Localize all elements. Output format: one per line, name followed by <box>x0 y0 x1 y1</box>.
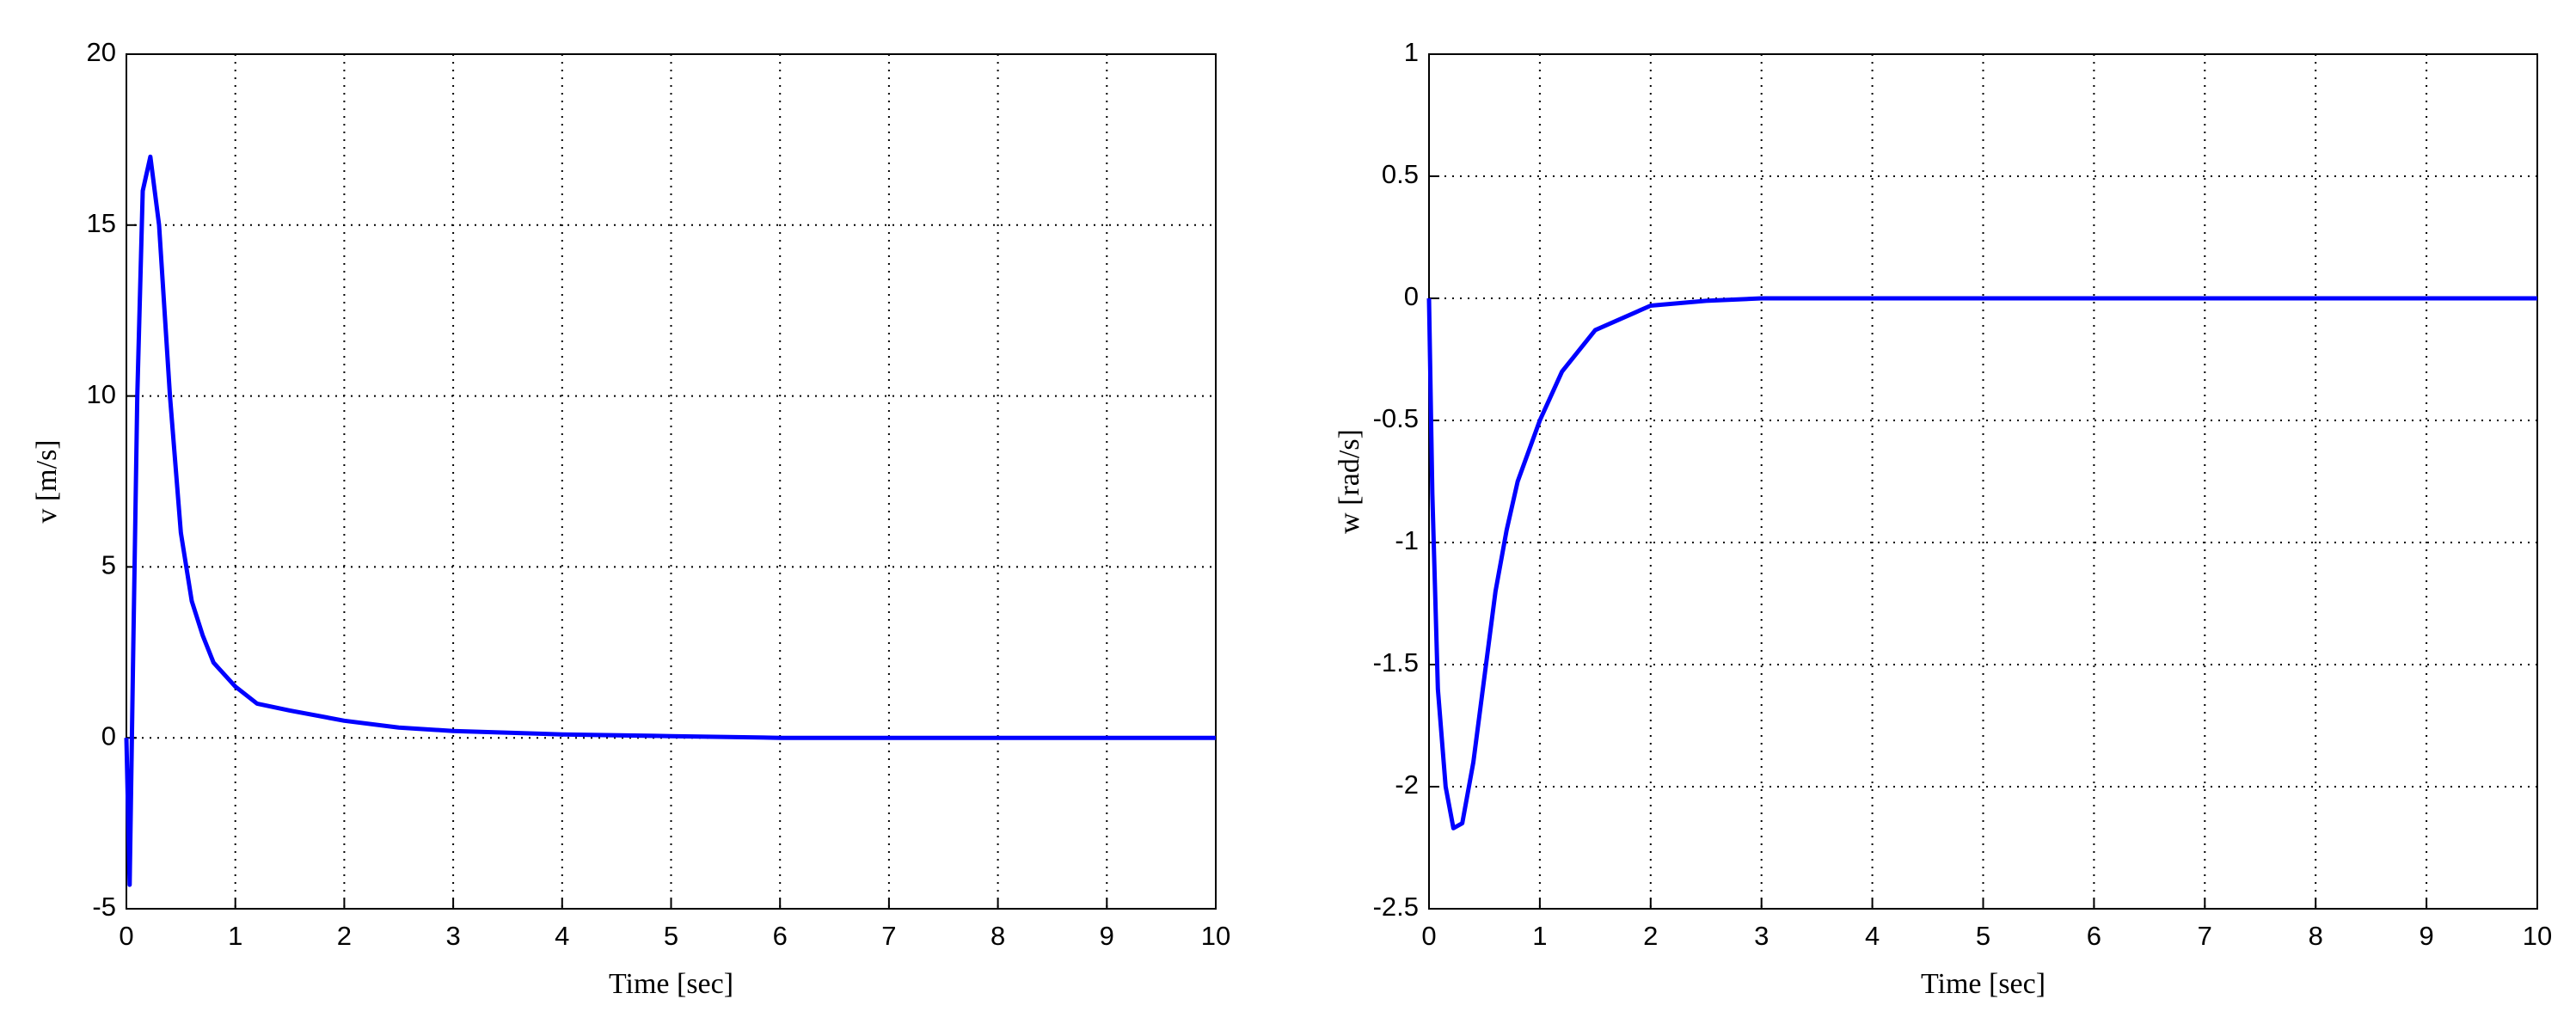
y-tick-label: -5 <box>92 892 116 922</box>
y-tick-label: 5 <box>101 550 116 580</box>
y-tick-label: 1 <box>1404 37 1419 67</box>
y-axis-label: v [m/s] <box>31 439 63 523</box>
y-tick-label: 0 <box>1404 281 1419 311</box>
x-tick-label: 7 <box>881 921 896 951</box>
x-tick-label: 8 <box>2309 921 2323 951</box>
y-axis-label: w [rad/s] <box>1334 429 1365 534</box>
data-line <box>124 154 1216 887</box>
x-tick-label: 2 <box>337 921 352 951</box>
y-tick-label: 20 <box>87 37 116 67</box>
plot-frame <box>1428 53 2538 910</box>
y-tick-label: 15 <box>87 208 116 238</box>
x-tick-label: 1 <box>1532 921 1547 951</box>
x-tick-label: 2 <box>1643 921 1658 951</box>
x-axis-label: Time [sec] <box>609 968 733 1000</box>
y-tick-label: -1.5 <box>1373 647 1419 677</box>
x-axis-label: Time [sec] <box>1921 968 2045 1000</box>
x-tick-label: 4 <box>555 921 569 951</box>
x-tick-label: 5 <box>1976 921 1990 951</box>
x-tick-label: 8 <box>991 921 1005 951</box>
x-tick-label: 6 <box>2087 921 2101 951</box>
x-tick-label: 7 <box>2198 921 2212 951</box>
y-tick-label: 0.5 <box>1382 159 1419 189</box>
x-tick-label: 6 <box>773 921 788 951</box>
x-tick-label: 10 <box>2523 921 2552 951</box>
plot-frame <box>126 53 1217 910</box>
x-tick-label: 1 <box>228 921 242 951</box>
x-tick-label: 9 <box>2419 921 2433 951</box>
y-tick-label: -2 <box>1395 769 1419 800</box>
x-tick-label: 4 <box>1865 921 1880 951</box>
data-line <box>1426 296 2537 831</box>
y-tick-label: -1 <box>1395 525 1419 555</box>
x-tick-label: 9 <box>1100 921 1114 951</box>
x-tick-label: 3 <box>445 921 460 951</box>
y-tick-label: -2.5 <box>1373 892 1419 922</box>
x-tick-label: 3 <box>1754 921 1769 951</box>
y-tick-label: -0.5 <box>1373 403 1419 433</box>
y-tick-label: 10 <box>87 379 116 409</box>
x-tick-label: 10 <box>1201 921 1230 951</box>
x-tick-label: 5 <box>664 921 678 951</box>
x-tick-label: 0 <box>119 921 133 951</box>
x-tick-label: 0 <box>1421 921 1436 951</box>
y-tick-label: 0 <box>101 720 116 751</box>
